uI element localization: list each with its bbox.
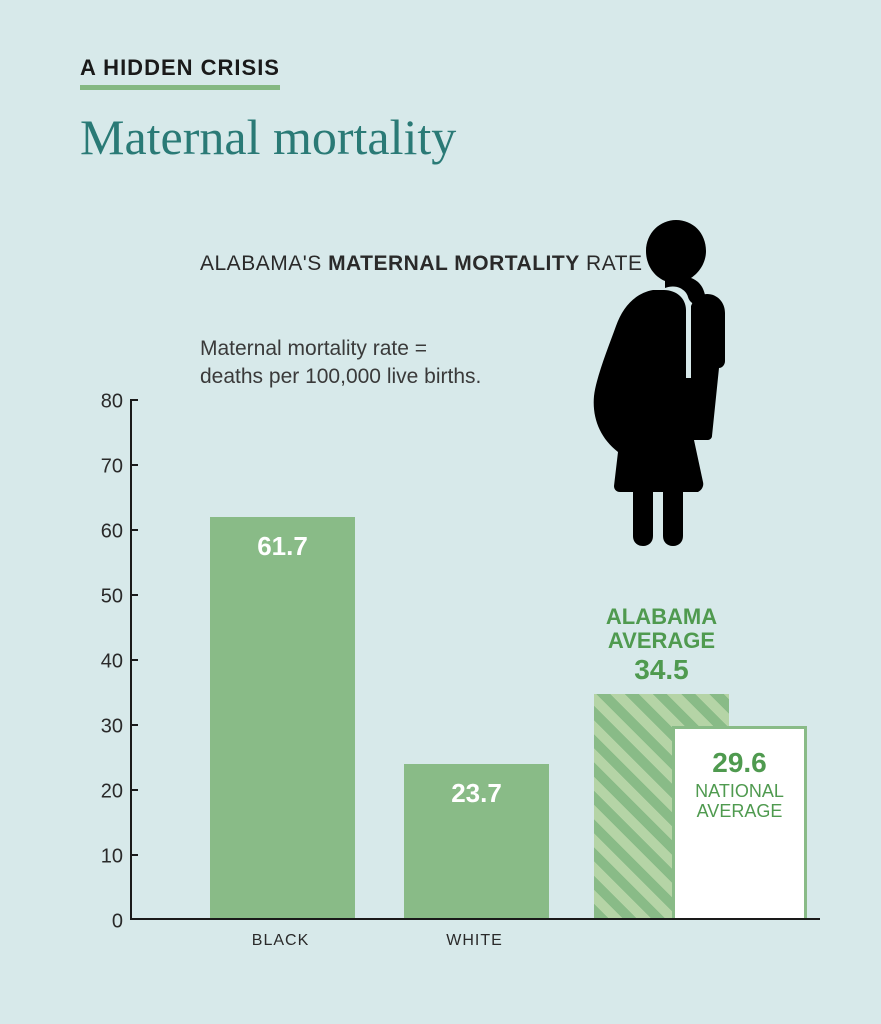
page-title: Maternal mortality: [80, 108, 811, 166]
subhead-prefix: ALABAMA'S: [200, 252, 328, 275]
chart-definition: Maternal mortality rate = deaths per 100…: [200, 335, 481, 392]
bar-value-white: 23.7: [404, 778, 549, 809]
y-tick-label: 70: [85, 456, 123, 479]
subhead-bold: MATERNAL MORTALITY: [328, 252, 580, 275]
bar-inside-label-nat_avg: 29.6NATIONALAVERAGE: [675, 747, 804, 822]
bar-black: 61.7: [210, 517, 355, 918]
bar-nat_avg: 29.6NATIONALAVERAGE: [672, 726, 807, 918]
x-label-white: WHITE: [402, 932, 547, 950]
bar-toplabel-al_avg: ALABAMAAVERAGE34.5: [594, 605, 729, 686]
bar-white: 23.7: [404, 764, 549, 918]
y-tick-label: 80: [85, 391, 123, 414]
y-tick-label: 60: [85, 521, 123, 544]
y-tick-label: 20: [85, 781, 123, 804]
eyebrow-label: A HIDDEN CRISIS: [80, 55, 280, 90]
y-tick-label: 30: [85, 716, 123, 739]
y-tick-label: 50: [85, 586, 123, 609]
definition-line-2: deaths per 100,000 live births.: [200, 363, 481, 391]
chart-plot-area: 61.7 23.7 ALABAMAAVERAGE34.5 29.6NATIONALAV…: [130, 400, 820, 920]
definition-line-1: Maternal mortality rate =: [200, 335, 481, 363]
y-tick-label: 0: [85, 911, 123, 934]
bar-value-black: 61.7: [210, 531, 355, 562]
x-label-black: BLACK: [208, 932, 353, 950]
bar-chart: 01020304050607080 61.723.7ALABAMAAVERAGE…: [85, 400, 820, 960]
y-tick-label: 40: [85, 651, 123, 674]
y-tick-label: 10: [85, 846, 123, 869]
